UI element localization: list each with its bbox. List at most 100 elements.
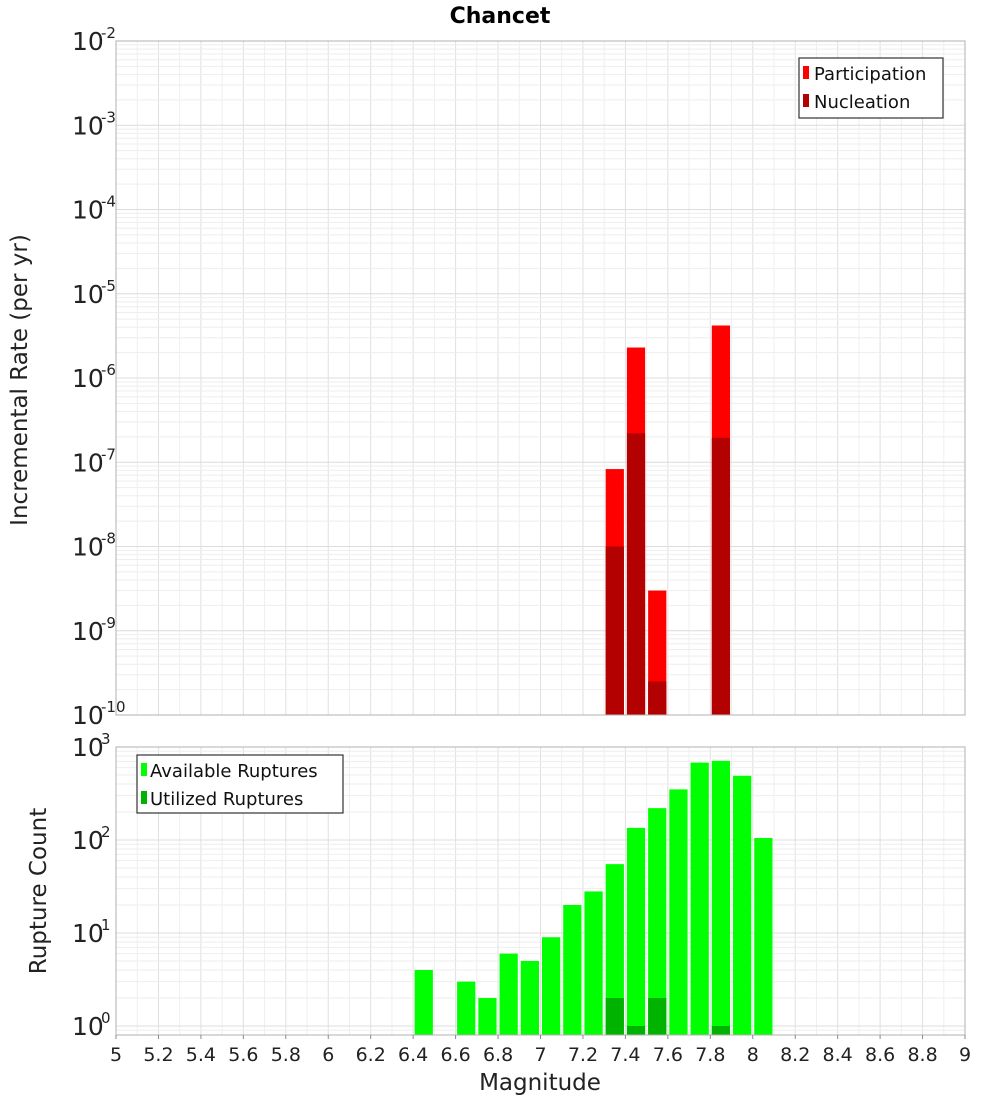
x-tick-label: 7.4	[610, 1044, 640, 1066]
y-tick-label: 10-5	[72, 277, 116, 309]
magnitude-x-ticks: 5 5.2 5.4 5.6 5.8 6 6.2 6.4 6.6 6.8 7 7.2 7.4 7.6 7.8 8…	[110, 1035, 971, 1066]
available-ruptures-bar	[690, 762, 709, 1035]
y-tick-base: 10	[72, 364, 104, 393]
x-tick-label: 8.4	[823, 1044, 853, 1066]
nucleation-bar	[626, 433, 646, 715]
nucleation-bar	[711, 437, 731, 715]
incremental-rate-grid	[115, 40, 966, 716]
participation-legend-swatch	[803, 66, 809, 79]
x-tick-label: 5.4	[186, 1044, 216, 1066]
x-tick-label: 7.8	[695, 1044, 725, 1066]
y-tick-base: 10	[72, 533, 104, 562]
incremental-rate-bars	[605, 325, 731, 715]
y-tick-base: 10	[72, 919, 104, 948]
available-ruptures-bar	[733, 775, 752, 1035]
nucleation-bar	[605, 546, 624, 715]
x-tick-label: 5.2	[143, 1044, 173, 1066]
utilized-ruptures-bar	[626, 1025, 646, 1035]
nucleation-bar	[648, 681, 667, 715]
available-ruptures-bar	[478, 997, 497, 1035]
y-tick-base: 10	[72, 280, 104, 309]
y-tick-label: 10-7	[72, 445, 116, 477]
y-tick-base: 10	[72, 701, 104, 730]
x-tick-label: 8.6	[865, 1044, 895, 1066]
rupture-count-legend: Available Ruptures Utilized Ruptures	[136, 754, 344, 814]
x-tick-label: 7	[534, 1044, 546, 1066]
available-ruptures-bar	[648, 808, 667, 1035]
y-tick-label: 10-10	[72, 698, 126, 730]
y-tick-exponent: -3	[101, 108, 116, 126]
y-tick-label: 10-8	[72, 530, 116, 562]
x-tick-label: 5.8	[271, 1044, 301, 1066]
y-tick-base: 10	[72, 27, 104, 56]
y-tick-exponent: 2	[101, 823, 111, 841]
available-ruptures-bar	[626, 827, 646, 1035]
legend-box	[798, 57, 944, 119]
legend-box	[136, 754, 344, 814]
nucleation-legend-label: Nucleation	[814, 92, 910, 113]
y-tick-exponent: -7	[101, 445, 116, 463]
available-ruptures-bar	[711, 760, 731, 1035]
available-ruptures-bar	[584, 891, 603, 1035]
y-tick-base: 10	[72, 617, 104, 646]
y-tick-label: 10-3	[72, 108, 116, 140]
y-tick-exponent: 3	[101, 730, 111, 748]
participation-legend-label: Participation	[814, 64, 926, 85]
available-ruptures-bar	[414, 969, 433, 1035]
rupture-count-y-axis-title: Rupture Count	[26, 808, 52, 974]
x-tick-label: 6.8	[483, 1044, 513, 1066]
y-tick-exponent: 0	[101, 1009, 111, 1027]
available-ruptures-bar	[669, 789, 688, 1035]
utilized-ruptures-bar	[648, 997, 667, 1035]
y-tick-label: 102	[72, 823, 111, 855]
x-tick-label: 8.8	[907, 1044, 937, 1066]
y-tick-base: 10	[72, 733, 104, 762]
y-tick-label: 103	[72, 730, 111, 762]
magnitude-x-axis-title: Magnitude	[479, 1070, 601, 1096]
y-tick-label: 100	[72, 1009, 111, 1041]
y-tick-exponent: 1	[101, 916, 111, 934]
x-tick-label: 8.2	[780, 1044, 810, 1066]
available-ruptures-legend-label: Available Ruptures	[150, 761, 318, 782]
rupture-count-bars	[414, 760, 773, 1035]
y-tick-label: 101	[72, 916, 111, 948]
available-ruptures-bar	[457, 981, 476, 1035]
y-tick-exponent: -2	[101, 24, 116, 42]
utilized-ruptures-bar	[711, 1025, 731, 1035]
utilized-ruptures-legend-swatch	[141, 791, 147, 804]
incremental-rate-y-ticks: 10-210-310-410-510-610-710-810-910-10	[72, 24, 126, 730]
y-tick-exponent: -8	[101, 530, 116, 548]
x-tick-label: 6	[322, 1044, 334, 1066]
nucleation-legend-swatch	[803, 94, 809, 107]
x-tick-label: 9	[959, 1044, 971, 1066]
x-tick-label: 6.6	[440, 1044, 470, 1066]
x-tick-label: 5.6	[228, 1044, 258, 1066]
utilized-ruptures-legend-label: Utilized Ruptures	[150, 789, 303, 810]
available-ruptures-legend-swatch	[141, 763, 147, 776]
y-tick-exponent: -6	[101, 361, 116, 379]
y-tick-exponent: -5	[101, 277, 116, 295]
incremental-rate-panel: 10-210-310-410-510-610-710-810-910-10 In…	[7, 24, 966, 730]
x-tick-label: 5	[110, 1044, 122, 1066]
available-ruptures-bar	[563, 904, 582, 1035]
incremental-rate-plot-border	[115, 40, 966, 716]
incremental-rate-legend: Participation Nucleation	[798, 57, 944, 119]
available-ruptures-bar	[542, 937, 561, 1035]
y-tick-label: 10-2	[72, 24, 116, 56]
available-ruptures-bar	[499, 953, 518, 1035]
available-ruptures-bar	[520, 960, 539, 1035]
y-tick-base: 10	[72, 196, 104, 225]
y-tick-base: 10	[72, 448, 104, 477]
available-ruptures-bar	[605, 864, 624, 1035]
y-tick-base: 10	[72, 111, 104, 140]
y-tick-base: 10	[72, 1012, 104, 1041]
x-tick-label: 8	[747, 1044, 759, 1066]
y-tick-label: 10-6	[72, 361, 116, 393]
x-tick-label: 6.2	[356, 1044, 386, 1066]
y-tick-label: 10-9	[72, 614, 116, 646]
available-ruptures-bar	[754, 838, 773, 1035]
incremental-rate-y-axis-title: Incremental Rate (per yr)	[7, 234, 33, 526]
